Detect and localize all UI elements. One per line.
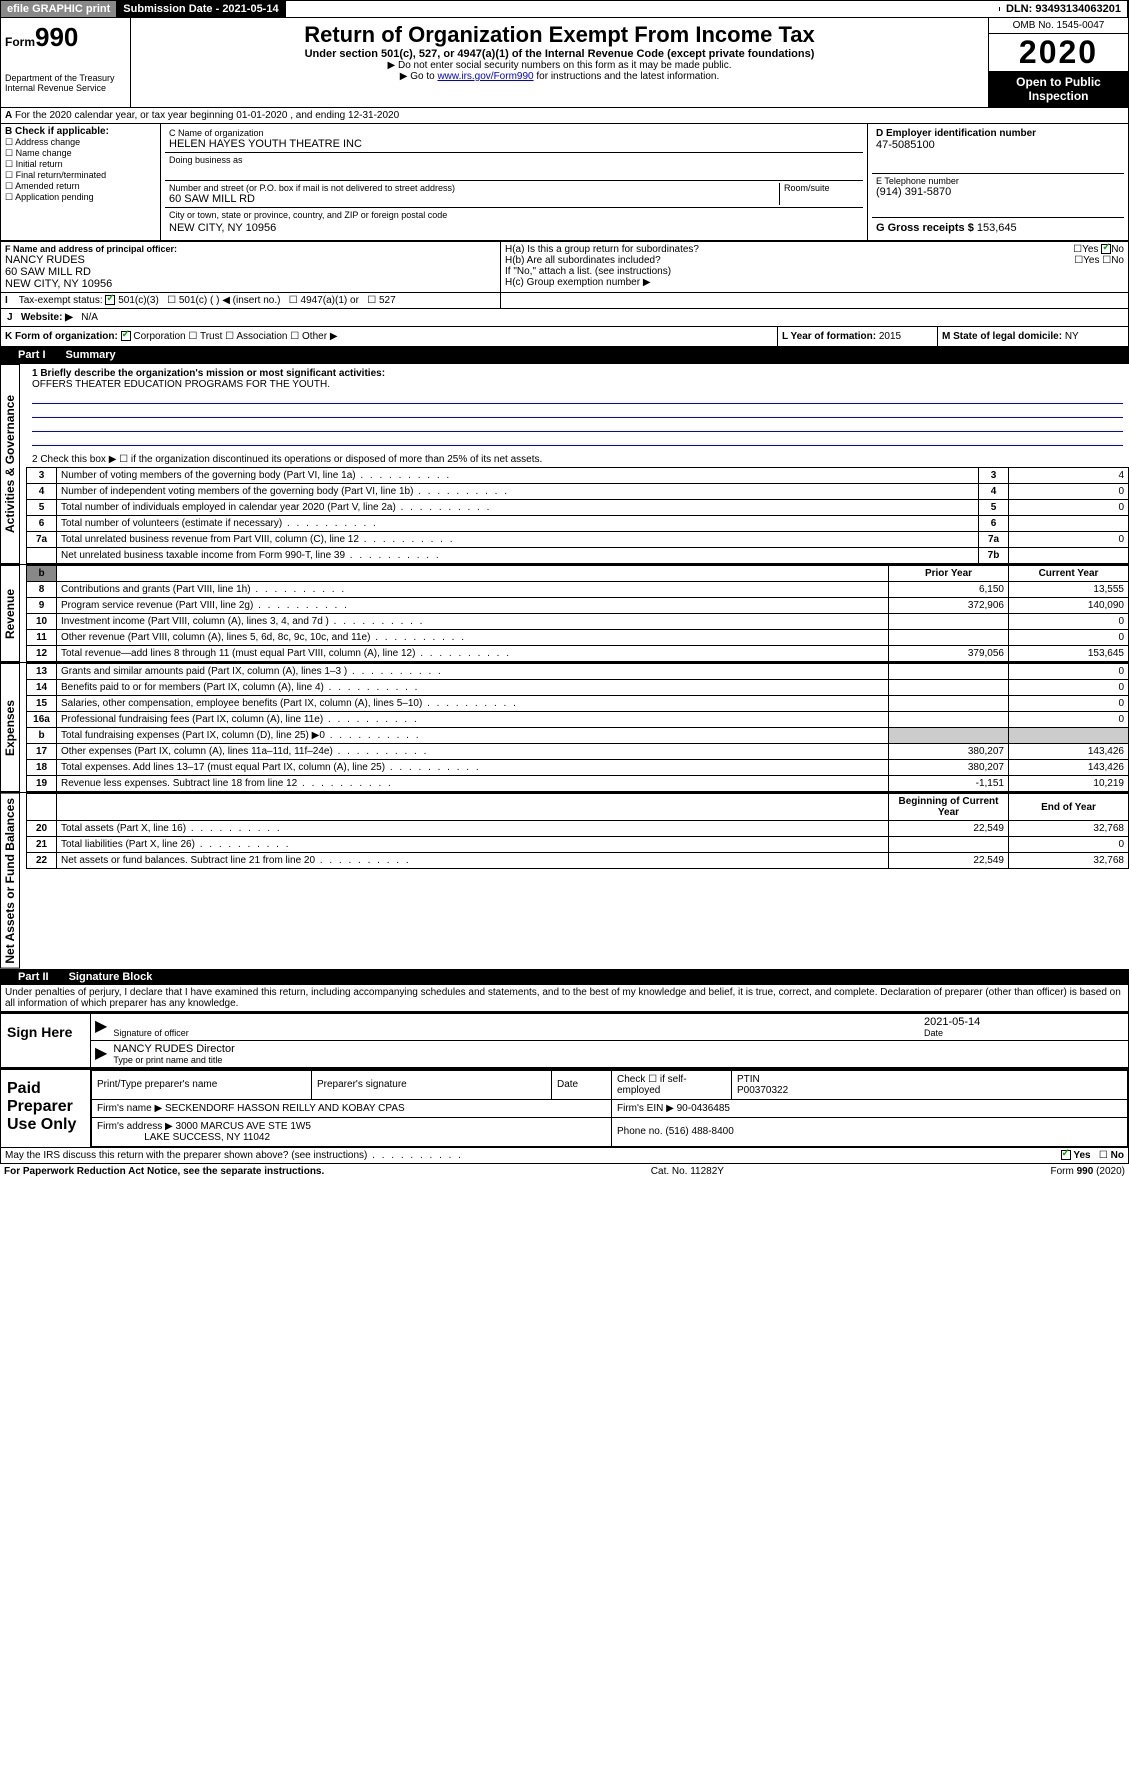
part2-header: Part II Signature Block bbox=[0, 969, 1129, 985]
org-city: NEW CITY, NY 10956 bbox=[165, 222, 863, 236]
tax-year: 2020 bbox=[989, 34, 1128, 71]
checkbox-option[interactable]: ☐ Initial return bbox=[5, 159, 156, 170]
side-netassets: Net Assets or Fund Balances bbox=[0, 793, 20, 969]
checkbox-option[interactable]: ☐ Application pending bbox=[5, 192, 156, 203]
discuss-row: May the IRS discuss this return with the… bbox=[0, 1148, 1129, 1164]
checkbox-option[interactable]: ☐ Address change bbox=[5, 137, 156, 148]
paid-preparer-block: Paid Preparer Use Only Print/Type prepar… bbox=[0, 1068, 1129, 1148]
form-header: Form990 Department of the Treasury Inter… bbox=[0, 18, 1129, 108]
sign-block: Sign Here ▶ Signature of officer 2021-05… bbox=[0, 1012, 1129, 1068]
spacer bbox=[286, 7, 1000, 11]
section-c: C Name of organization HELEN HAYES YOUTH… bbox=[161, 124, 868, 240]
omb-number: OMB No. 1545-0047 bbox=[989, 18, 1128, 34]
org-name: HELEN HAYES YOUTH THEATRE INC bbox=[169, 138, 859, 150]
form-note-link: ▶ Go to www.irs.gov/Form990 for instruct… bbox=[135, 71, 984, 82]
line2: 2 Check this box ▶ ☐ if the organization… bbox=[26, 452, 1129, 467]
irs-link[interactable]: www.irs.gov/Form990 bbox=[437, 71, 533, 82]
section-deg: D Employer identification number 47-5085… bbox=[868, 124, 1128, 240]
ein: 47-5085100 bbox=[876, 139, 1120, 151]
side-revenue: Revenue bbox=[0, 565, 20, 662]
form-note-ssn: ▶ Do not enter social security numbers o… bbox=[135, 60, 984, 71]
expenses-table: 13Grants and similar amounts paid (Part … bbox=[26, 663, 1129, 792]
form-number: Form990 bbox=[5, 22, 126, 53]
line-a: A For the 2020 calendar year, or tax yea… bbox=[0, 108, 1129, 124]
revenue-table: bPrior YearCurrent Year8Contributions an… bbox=[26, 565, 1129, 662]
declaration: Under penalties of perjury, I declare th… bbox=[0, 985, 1129, 1012]
form-subtitle: Under section 501(c), 527, or 4947(a)(1)… bbox=[135, 48, 984, 60]
efile-button[interactable]: efile GRAPHIC print bbox=[1, 1, 117, 17]
submission-date: Submission Date - 2021-05-14 bbox=[117, 1, 285, 17]
governance-table: 3Number of voting members of the governi… bbox=[26, 467, 1129, 564]
section-j: J Website: ▶ N/A bbox=[0, 309, 1129, 327]
gross-receipts: 153,645 bbox=[977, 222, 1017, 234]
irs-label: Internal Revenue Service bbox=[5, 83, 126, 93]
section-m: M State of legal domicile: NY bbox=[938, 327, 1128, 346]
side-expenses: Expenses bbox=[0, 663, 20, 792]
section-h: H(a) Is this a group return for subordin… bbox=[501, 242, 1128, 292]
line1: 1 Briefly describe the organization's mi… bbox=[26, 364, 1129, 452]
section-k: K Form of organization: Corporation ☐ Tr… bbox=[1, 327, 778, 346]
phone: (914) 391-5870 bbox=[876, 186, 1120, 198]
form-title: Return of Organization Exempt From Incom… bbox=[135, 22, 984, 48]
top-bar: efile GRAPHIC print Submission Date - 20… bbox=[0, 0, 1129, 18]
checkbox-option[interactable]: ☐ Name change bbox=[5, 148, 156, 159]
footer: For Paperwork Reduction Act Notice, see … bbox=[0, 1164, 1129, 1179]
netassets-table: Beginning of Current YearEnd of Year20To… bbox=[26, 793, 1129, 869]
section-b: B Check if applicable: ☐ Address change☐… bbox=[1, 124, 161, 240]
section-i: I Tax-exempt status: 501(c)(3) ☐ 501(c) … bbox=[1, 293, 501, 308]
part1-header: Part I Summary bbox=[0, 347, 1129, 363]
dln: DLN: 93493134063201 bbox=[1000, 1, 1128, 17]
checkbox-option[interactable]: ☐ Final return/terminated bbox=[5, 170, 156, 181]
section-l: L Year of formation: 2015 bbox=[778, 327, 938, 346]
org-street: 60 SAW MILL RD bbox=[169, 193, 779, 205]
dept-treasury: Department of the Treasury bbox=[5, 73, 126, 83]
side-governance: Activities & Governance bbox=[0, 364, 20, 564]
section-f: F Name and address of principal officer:… bbox=[1, 242, 501, 292]
checkbox-option[interactable]: ☐ Amended return bbox=[5, 181, 156, 192]
open-public-badge: Open to Public Inspection bbox=[989, 71, 1128, 107]
